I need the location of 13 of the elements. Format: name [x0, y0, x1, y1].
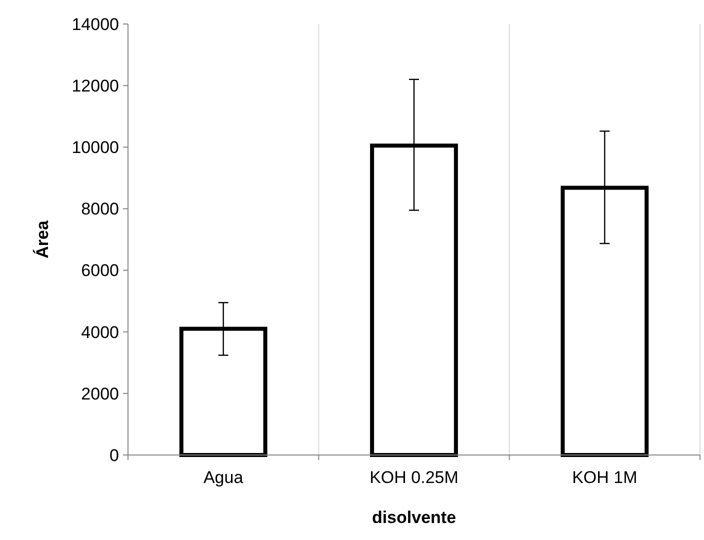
x-tick-label: Agua [203, 468, 244, 487]
y-tick-label: 0 [110, 446, 119, 465]
y-tick-label: 10000 [72, 138, 119, 158]
y-tick-label: 14000 [72, 14, 119, 34]
x-axis-title: disolvente [372, 508, 456, 527]
x-tick-label: KOH 0.25M [370, 468, 458, 487]
y-tick-label: 8000 [81, 200, 119, 219]
y-axis-title: Área [32, 220, 52, 258]
y-tick-label: 6000 [81, 261, 119, 280]
x-tick-label: KOH 1M [572, 468, 638, 487]
y-tick-label: 12000 [72, 76, 119, 96]
y-tick-label: 2000 [81, 384, 119, 404]
y-tick-label: 4000 [81, 322, 119, 342]
